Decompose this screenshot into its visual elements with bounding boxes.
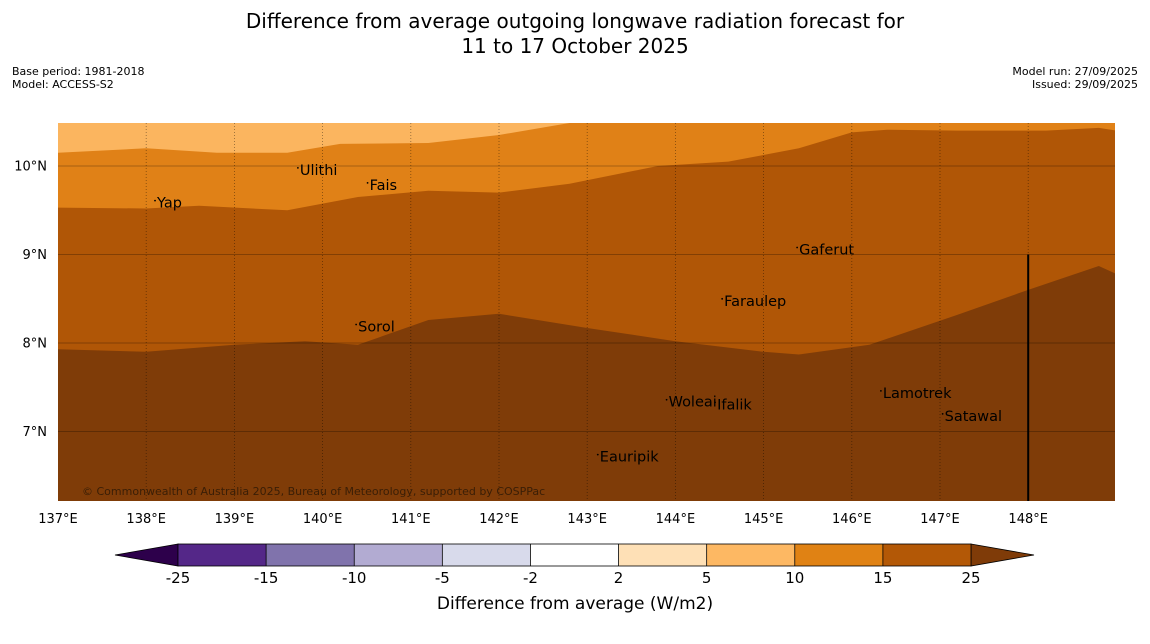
lon-tick-label: 139°E	[215, 512, 255, 527]
place-label: Sorol	[358, 319, 395, 335]
lon-tick-label: 144°E	[656, 512, 696, 527]
colorbar-segment	[530, 544, 619, 566]
place-label: Yap	[156, 196, 182, 212]
place-label: Woleai	[669, 395, 717, 411]
place-label: Gaferut	[799, 243, 854, 259]
island-marker	[714, 401, 716, 404]
colorbar-tick-label: -15	[254, 569, 279, 587]
island-marker	[366, 181, 369, 184]
colorbar-segment	[442, 544, 531, 566]
lat-tick-label: 7°N	[23, 425, 48, 440]
anomaly-bands	[58, 123, 1115, 501]
lon-tick-label: 143°E	[567, 512, 607, 527]
colorbar-under-arrow	[114, 543, 179, 567]
base-period: Base period: 1981-2018	[12, 65, 145, 78]
colorbar-segment	[266, 544, 355, 566]
island-marker	[880, 389, 882, 392]
island-marker	[154, 199, 156, 202]
run-info: Model run: 27/09/2025 Issued: 29/09/2025	[1012, 65, 1138, 91]
place-label: Faraulep	[724, 294, 786, 310]
colorbar-tick-label: 10	[785, 569, 804, 587]
lon-tick-label: 137°E	[38, 512, 78, 527]
island-marker	[297, 166, 299, 169]
title-line-2: 11 to 17 October 2025	[461, 34, 689, 58]
colorbar-tick-label: -10	[342, 569, 367, 587]
island-marker	[665, 398, 668, 401]
place-label: Ulithi	[300, 163, 338, 179]
colorbar-segment	[618, 544, 707, 566]
colorbar-segment	[882, 544, 971, 566]
colorbar-segment	[354, 544, 443, 566]
island-marker	[941, 412, 944, 415]
lat-tick-label: 9°N	[23, 248, 48, 263]
colorbar-over-arrow	[970, 543, 1035, 567]
copyright-text: © Commonwealth of Australia 2025, Bureau…	[82, 485, 546, 498]
lat-tick-label: 8°N	[23, 337, 48, 352]
colorbar-frame	[177, 543, 972, 567]
lon-tick-label: 146°E	[832, 512, 872, 527]
base-info: Base period: 1981-2018 Model: ACCESS-S2	[12, 65, 144, 91]
island-marker	[721, 297, 724, 300]
island-marker	[796, 246, 799, 249]
place-label: Eauripik	[600, 450, 659, 466]
colorbar-tick-label: 2	[614, 569, 624, 587]
lon-tick-label: 145°E	[744, 512, 784, 527]
map-axes: 137°E 138°E 139°E 140°E 141°E 142°E 143°E 144°E…	[14, 160, 1048, 528]
place-label: Lamotrek	[883, 386, 952, 402]
colorbar-segment	[706, 544, 795, 566]
colorbar-segment	[794, 544, 883, 566]
colorbar-label: Difference from average (W/m2)	[436, 594, 714, 614]
lon-tick-label: 147°E	[920, 512, 960, 527]
colorbar-tick-label: -25	[166, 569, 191, 587]
colorbar-tick-label: -2	[523, 569, 538, 587]
place-label: Satawal	[945, 409, 1002, 425]
model-run: Model run: 27/09/2025	[1012, 65, 1138, 78]
map-grid	[58, 123, 1115, 501]
title-line-1: Difference from average outgoing longwav…	[245, 9, 905, 33]
place-label: Ifalik	[717, 397, 752, 413]
model-name: Model: ACCESS-S2	[12, 78, 114, 91]
colorbar-segment	[178, 544, 267, 566]
issued-date: Issued: 29/09/2025	[1031, 78, 1138, 91]
lon-tick-label: 138°E	[126, 512, 166, 527]
lat-tick-label: 10°N	[14, 160, 47, 175]
place-labels: Yap Ulithi Fais Gaferut Faraulep Sorol Lamotre…	[154, 163, 1002, 466]
island-marker	[596, 453, 599, 456]
lon-tick-label: 140°E	[303, 512, 343, 527]
band-4	[58, 266, 1115, 501]
island-marker	[355, 323, 358, 326]
lon-tick-label: 142°E	[479, 512, 519, 527]
colorbar-tick-label: 5	[702, 569, 712, 587]
colorbar-tick-label: 15	[873, 569, 892, 587]
colorbar: -25 -15 -10 -5 -2 2 5 10 15 25	[114, 543, 1035, 587]
colorbar-tick-label: 25	[961, 569, 980, 587]
lon-tick-label: 141°E	[391, 512, 431, 527]
place-label: Fais	[370, 178, 397, 194]
colorbar-tick-label: -5	[435, 569, 450, 587]
lon-tick-label: 148°E	[1008, 512, 1048, 527]
chart-title: Difference from average outgoing longwav…	[0, 9, 1150, 59]
